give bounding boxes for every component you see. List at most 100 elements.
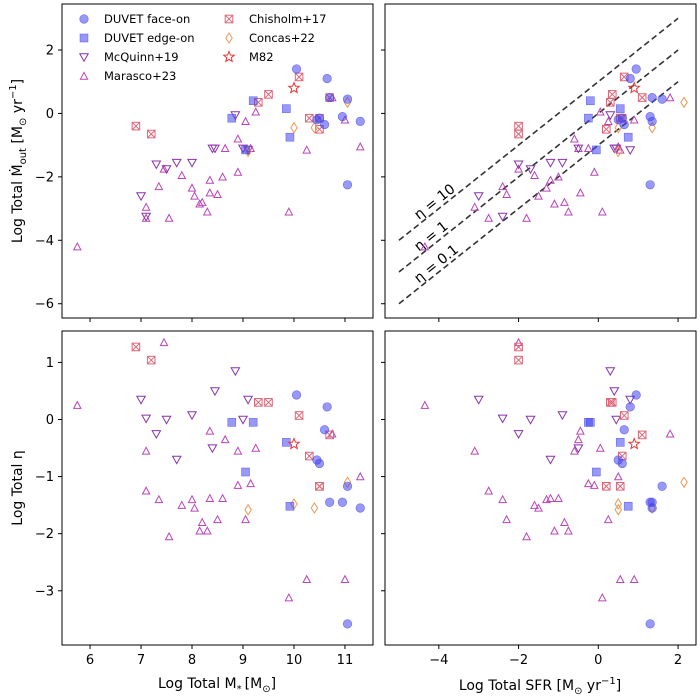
marasco23-point [550, 526, 559, 535]
legend-label: M82 [249, 50, 274, 64]
duvet-face-on-point [342, 94, 353, 104]
mcquinn19-point [557, 158, 568, 168]
chisholm17-marker-cross [602, 125, 611, 134]
marasco23-point [470, 446, 480, 455]
mcquinn19-point [186, 158, 198, 168]
panel-frame [61, 3, 374, 319]
duvet-face-on-point [657, 481, 667, 491]
marasco23-point [514, 337, 524, 347]
panel-tr: η = 10η = 1η = 0.1 [381, 3, 697, 322]
x-axis-label-part: Log Total SFR [M [459, 678, 574, 694]
marasco23-point [195, 199, 205, 208]
chisholm17-point [294, 411, 304, 420]
chisholm17-marker-cross [305, 114, 314, 123]
marasco23-point [534, 503, 543, 512]
marasco23-point [559, 197, 569, 206]
mcquinn19-point [209, 387, 221, 397]
marasco23-point [522, 213, 531, 222]
marasco23-point [484, 486, 494, 495]
mcquinn19-point [557, 411, 568, 421]
duvet-edge-on-point [623, 132, 633, 142]
chisholm17-marker-cross [616, 482, 625, 491]
marasco23-point [583, 478, 593, 488]
chisholm17-marker-cross [147, 355, 156, 365]
y-tick-label: −6 [35, 297, 54, 312]
x-tick-label: 9 [239, 653, 247, 668]
mcquinn19-point [545, 455, 556, 465]
mcquinn19-point [186, 411, 198, 421]
concas22-point [225, 32, 233, 44]
chisholm17-marker-box [253, 398, 263, 407]
mcquinn19-point [209, 144, 221, 154]
marasco23-point [573, 434, 583, 444]
marasco23-point [220, 143, 230, 153]
marasco23-point [522, 531, 531, 541]
chisholm17-marker-cross [264, 90, 273, 99]
marasco23-point [629, 115, 639, 124]
marasco23-point [213, 189, 222, 199]
marasco23-point [302, 574, 312, 584]
duvet-edge-on-point [586, 418, 595, 427]
chisholm17-marker-cross [514, 355, 523, 365]
mcquinn19-point [171, 158, 182, 168]
mcquinn19-point [135, 395, 147, 405]
concas22-point [310, 502, 319, 514]
panel-frame [61, 330, 374, 646]
concas22-point [614, 503, 623, 516]
marasco23-point [546, 175, 555, 184]
m82-point [627, 437, 641, 450]
duvet-face-on-point [342, 481, 353, 491]
mcquinn19-point [207, 444, 218, 454]
chisholm17-point [514, 342, 523, 352]
panel-frame [384, 330, 697, 646]
chisholm17-point [514, 355, 523, 365]
chisholm17-marker-box [264, 90, 273, 99]
mcquinn19-point [609, 387, 620, 397]
x-tick-label: 8 [188, 653, 196, 668]
duvet-edge-on-point [592, 467, 601, 477]
y-tick-label: 0 [46, 413, 54, 428]
duvet-face-on-point [337, 497, 348, 507]
chisholm17-point [619, 411, 629, 420]
chisholm17-point [514, 121, 523, 131]
chisholm17-marker-cross [264, 398, 273, 407]
marasco23-point [470, 202, 480, 211]
m82-point [627, 81, 641, 94]
y-axis-label-mout: Log Total Ṁout [M⊙ yr−1] [8, 79, 29, 243]
legend-entry: McQuinn+19 [78, 50, 179, 64]
duvet-face-on-point [291, 64, 302, 74]
duvet-face-on-point [647, 116, 657, 126]
legend-entry: DUVET edge-on [79, 31, 195, 45]
duvet-face-on-point [619, 425, 629, 435]
marasco23-point [629, 574, 639, 584]
y-tick-label: 0 [46, 107, 54, 122]
marasco23-point [502, 189, 512, 199]
chisholm17-point [131, 342, 141, 352]
legend-entry: Chisholm+17 [224, 12, 327, 26]
duvet-edge-on-point [241, 467, 250, 477]
x-axis-label-close: ] [271, 676, 276, 692]
chisholm17-marker-box [514, 129, 523, 139]
duvet-face-on-point [645, 180, 655, 190]
duvet-face-on-point [291, 390, 302, 400]
legend-label: McQuinn+19 [104, 50, 179, 64]
legend-label: Concas+22 [249, 31, 315, 45]
chisholm17-marker-box [315, 481, 324, 491]
marasco23-point [177, 500, 187, 509]
chisholm17-marker-cross [514, 342, 523, 352]
marasco23-point [233, 167, 243, 176]
chisholm17-point [304, 451, 314, 461]
mcquinn19-point [525, 415, 536, 425]
mcquinn19-point [141, 212, 152, 222]
duvet-face-on-point [342, 619, 353, 629]
duvet-face-on-point [314, 113, 325, 123]
marasco23-point [665, 92, 675, 102]
chisholm17-point [264, 90, 273, 99]
marasco23-point [559, 517, 569, 526]
legend-label: Marasco+23 [104, 69, 176, 83]
chisholm17-point [146, 129, 156, 139]
x-tick-label: −2 [509, 653, 528, 668]
concas22-point [244, 503, 252, 516]
x-axis-label-sfr: Log Total SFR [M⊙ yr−1] [459, 676, 621, 697]
chisholm17-marker-box [619, 411, 629, 420]
